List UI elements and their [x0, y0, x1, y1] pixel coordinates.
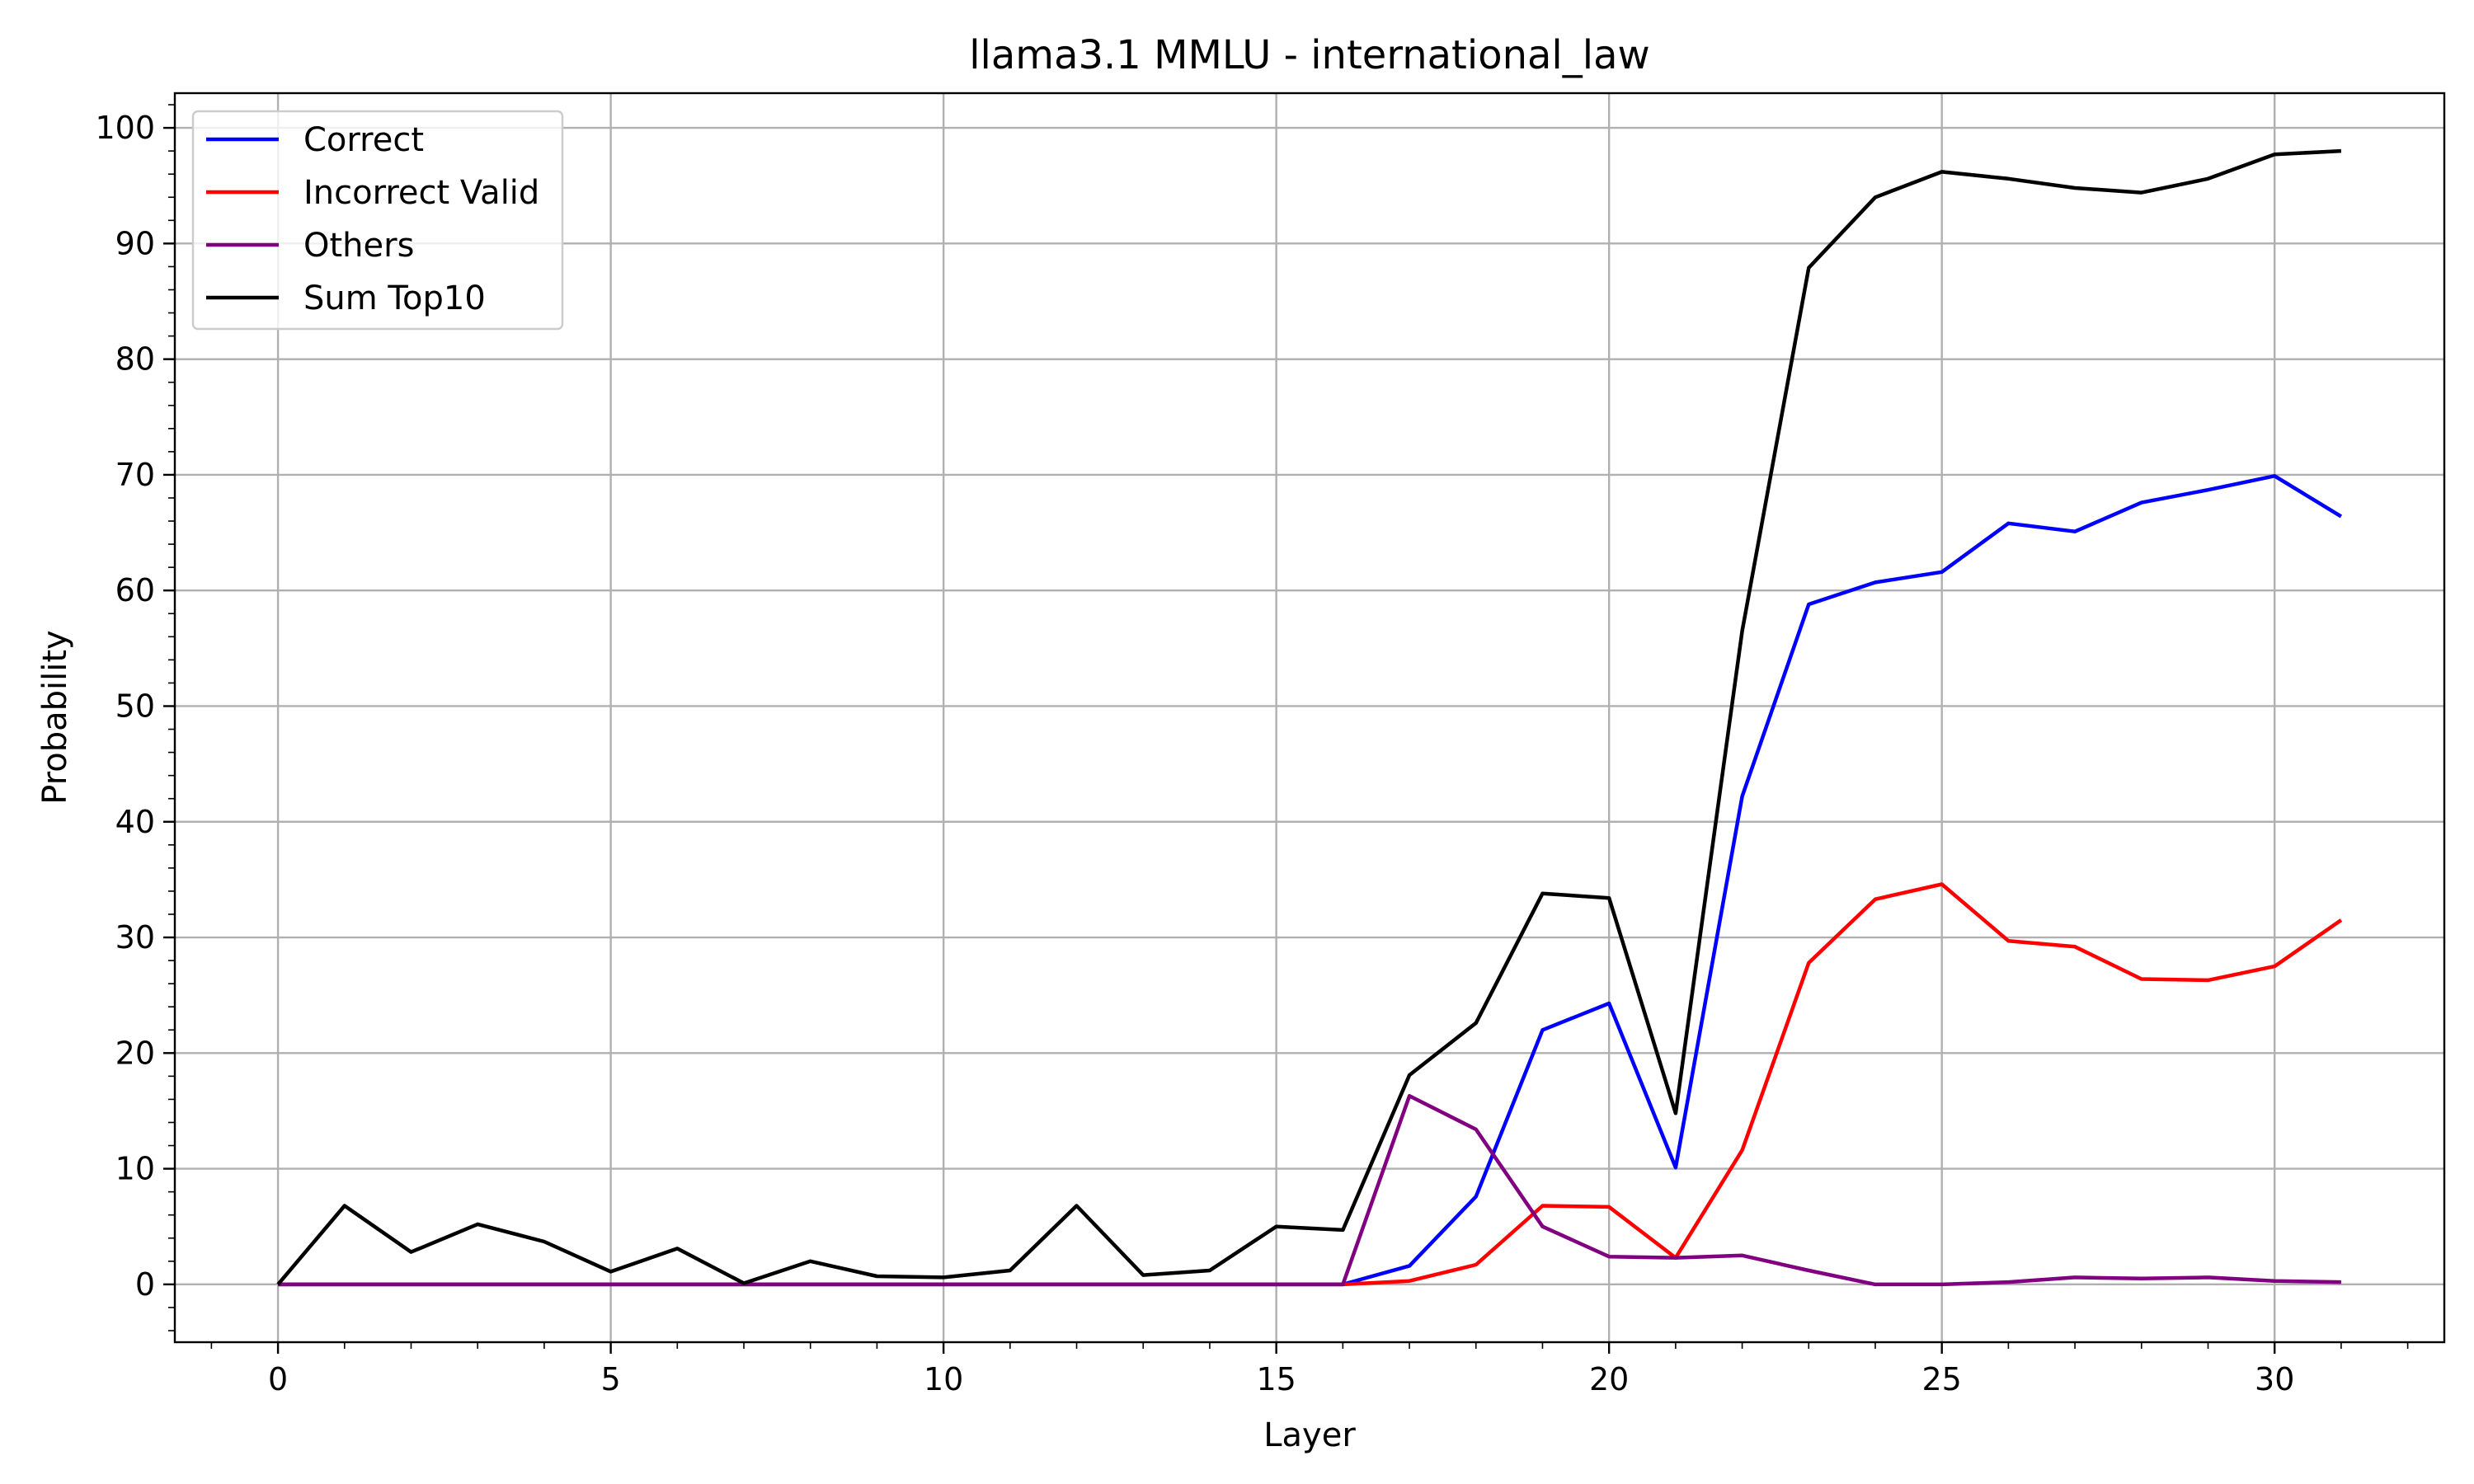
y-tick-label: 60: [115, 572, 155, 608]
x-tick-label: 10: [924, 1361, 963, 1397]
y-tick-label: 70: [115, 457, 155, 493]
legend-box: [191, 110, 564, 331]
series-line-sum-top10: [276, 148, 2342, 1286]
y-tick-label: 90: [115, 225, 155, 261]
y-tick-label: 100: [95, 110, 155, 146]
y-tick-label: 0: [135, 1266, 155, 1303]
x-tick-label: 25: [1922, 1361, 1962, 1397]
y-tick-label: 10: [115, 1151, 155, 1187]
y-tick-label: 80: [115, 341, 155, 378]
legend-label: Others: [303, 227, 414, 265]
x-tick-label: 15: [1256, 1361, 1296, 1397]
x-axis-title: Layer: [1263, 1416, 1356, 1454]
y-tick-label: 40: [115, 804, 155, 840]
chart-title: llama3.1 MMLU - international_law: [969, 32, 1650, 78]
legend-label: Correct: [303, 121, 424, 159]
y-tick-label: 50: [115, 688, 155, 724]
series-line-correct: [278, 474, 2343, 1287]
legend-label: Incorrect Valid: [303, 174, 539, 212]
plot-area-frame: [173, 92, 2446, 1344]
grid: [175, 93, 2444, 1342]
y-tick-label: 30: [115, 919, 155, 956]
axis-ticks: 0 5 10 15 20 25 30 0 10 20 30 40 50 60 70 80 90 100: [95, 104, 2409, 1397]
x-tick-label: 30: [2255, 1361, 2294, 1397]
y-tick-label: 20: [115, 1035, 155, 1071]
series-line-incorrect-valid: [278, 882, 2343, 1287]
legend: Correct Incorrect Valid Others Sum Top10: [191, 110, 564, 331]
x-tick-label: 5: [601, 1361, 621, 1397]
x-tick-label: 0: [268, 1361, 288, 1397]
x-tick-label: 20: [1589, 1361, 1629, 1397]
legend-label: Sum Top10: [303, 279, 486, 317]
series-line-others: [278, 1093, 2341, 1287]
y-axis-title: Probability: [36, 630, 74, 804]
series-lines: [276, 148, 2343, 1287]
